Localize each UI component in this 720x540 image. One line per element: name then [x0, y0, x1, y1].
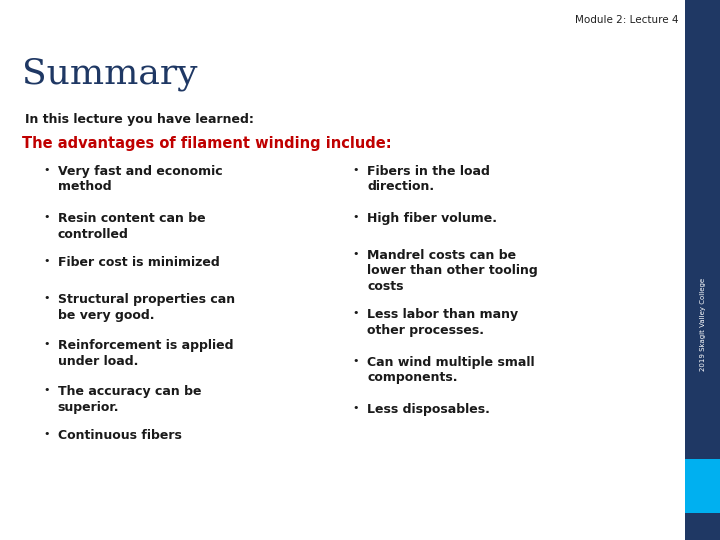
Text: Very fast and economic
method: Very fast and economic method [58, 165, 222, 193]
Text: Resin content can be
controlled: Resin content can be controlled [58, 212, 205, 241]
Text: Structural properties can
be very good.: Structural properties can be very good. [58, 293, 235, 322]
Text: Less disposables.: Less disposables. [367, 403, 490, 416]
Text: Mandrel costs can be
lower than other tooling
costs: Mandrel costs can be lower than other to… [367, 249, 538, 293]
Text: •: • [353, 308, 359, 319]
Text: Reinforcement is applied
under load.: Reinforcement is applied under load. [58, 339, 233, 368]
Text: Less labor than many
other processes.: Less labor than many other processes. [367, 308, 518, 337]
Text: •: • [43, 339, 50, 349]
Text: •: • [43, 385, 50, 395]
Text: Fibers in the load
direction.: Fibers in the load direction. [367, 165, 490, 193]
Text: The accuracy can be
superior.: The accuracy can be superior. [58, 385, 201, 414]
Text: •: • [43, 165, 50, 175]
Text: 2019 Skagit Valley College: 2019 Skagit Valley College [700, 278, 706, 370]
Bar [685, 459, 720, 513]
Text: •: • [353, 249, 359, 259]
Text: •: • [43, 293, 50, 303]
Text: High fiber volume.: High fiber volume. [367, 212, 498, 225]
Text: In this lecture you have learned:: In this lecture you have learned: [25, 113, 254, 126]
Text: •: • [43, 429, 50, 440]
Text: The advantages of filament winding include:: The advantages of filament winding inclu… [22, 136, 391, 151]
Text: Summary: Summary [22, 57, 197, 91]
Text: Module 2: Lecture 4: Module 2: Lecture 4 [575, 15, 678, 25]
Text: •: • [43, 212, 50, 222]
Text: Fiber cost is minimized: Fiber cost is minimized [58, 256, 220, 269]
Text: •: • [353, 165, 359, 175]
Bar [685, 513, 720, 540]
Text: •: • [353, 212, 359, 222]
Text: •: • [353, 403, 359, 414]
Text: Continuous fibers: Continuous fibers [58, 429, 181, 442]
Text: •: • [43, 256, 50, 267]
Text: Can wind multiple small
components.: Can wind multiple small components. [367, 356, 535, 384]
Bar [685, 0, 720, 459]
Text: •: • [353, 356, 359, 366]
